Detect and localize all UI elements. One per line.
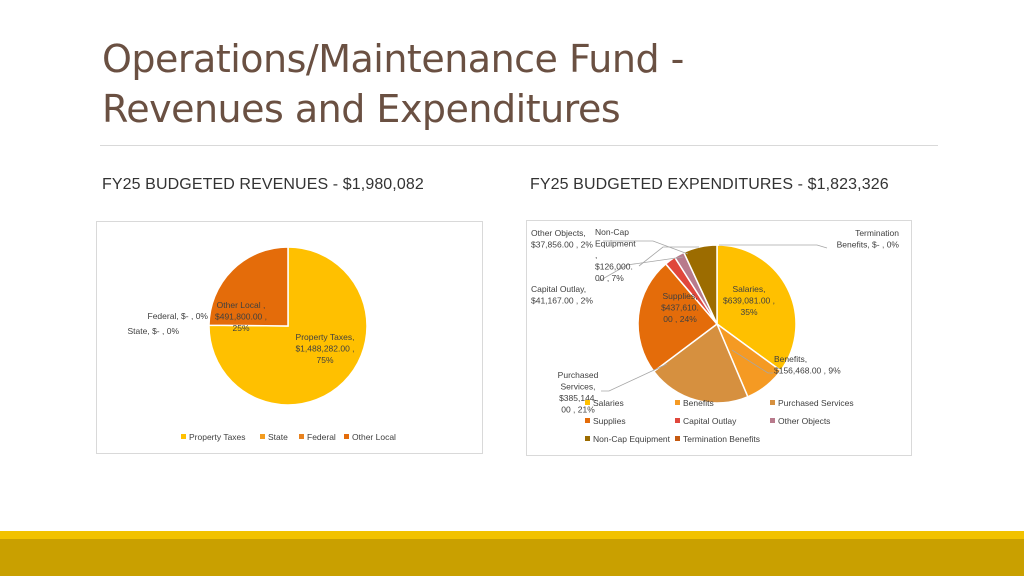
legend-swatch-property-taxes (181, 434, 186, 439)
legend-label-non-cap-equipment: Non-Cap Equipment (593, 434, 671, 444)
legend-swatch-state (260, 434, 265, 439)
pie-slice-purchased-services (652, 322, 749, 404)
legend-label-other-local: Other Local (352, 432, 396, 442)
data-label-other-local: Other Local , $491,800.00 , 25% (215, 300, 267, 333)
legend-label-supplies: Supplies (593, 416, 626, 426)
pie-slice-other-local (208, 246, 289, 327)
pie-slice-salaries (716, 244, 797, 372)
data-label-non-cap-equipment: Non-Cap Equipment, $126,000. 00 , 7% (595, 227, 636, 283)
legend-swatch-non-cap-equipment (585, 436, 590, 441)
legend-swatch-other-local (344, 434, 349, 439)
legend-swatch-other-objects (770, 418, 775, 423)
leader-line-purchased-services (601, 363, 668, 392)
leader-line-termination-benefits (719, 244, 828, 249)
legend-swatch-benefits (675, 400, 680, 405)
revenues-pie-svg: Property Taxes, $1,488,282.00 , 75% State, … (128, 246, 396, 442)
legend-label-salaries: Salaries (593, 398, 624, 408)
data-label-supplies: Supplies, $437,610. 00 , 24% (661, 291, 699, 324)
legend-label-benefits: Benefits (683, 398, 714, 408)
revenues-chart: Property Taxes, $1,488,282.00 , 75% State, … (96, 221, 483, 454)
legend-swatch-purchased-services (770, 400, 775, 405)
data-label-termination-benefits: Termination Benefits, $- , 0% (837, 228, 900, 250)
legend-swatch-salaries (585, 400, 590, 405)
leader-line-benefits (731, 349, 773, 374)
legend-label-capital-outlay: Capital Outlay (683, 416, 737, 426)
legend-label-state: State (268, 432, 288, 442)
expenditures-heading: FY25 BUDGETED EXPENDITURES - $1,823,326 (530, 176, 889, 193)
slide-title-line-2: Revenues and Expenditures (102, 87, 621, 131)
expenditures-chart: Salaries, $639,081.00 , 35% Benefits, $156,4… (526, 220, 912, 456)
data-label-benefits: Benefits, $156,468.00 , 9% (774, 354, 841, 376)
data-label-property-taxes: Property Taxes, $1,488,282.00 , 75% (295, 332, 354, 365)
legend-swatch-termination-benefits (675, 436, 680, 441)
footer-accent-stripe (0, 531, 1024, 539)
expenditures-pie-svg: Salaries, $639,081.00 , 35% Benefits, $156,4… (531, 227, 900, 444)
legend-label-other-objects: Other Objects (778, 416, 830, 426)
pie-slice-supplies (637, 262, 719, 373)
leader-line-other-objects (603, 240, 689, 255)
legend-swatch-federal (299, 434, 304, 439)
legend-swatch-supplies (585, 418, 590, 423)
legend-label-property-taxes: Property Taxes (189, 432, 246, 442)
legend-label-federal: Federal (307, 432, 336, 442)
legend-label-termination-benefits: Termination Benefits (683, 434, 760, 444)
data-label-salaries: Salaries, $639,081.00 , 35% (723, 284, 775, 317)
leader-line-non-cap-equipment (638, 246, 699, 267)
leader-line-capital-outlay (598, 256, 684, 282)
slide-title-line-1: Operations/Maintenance Fund - (102, 37, 684, 81)
title-divider (100, 145, 938, 146)
slide-title: Operations/Maintenance Fund - Revenues a… (102, 34, 942, 134)
data-label-state: State, $- , 0% (128, 326, 180, 336)
data-label-capital-outlay: Capital Outlay, $41,167.00 , 2% (531, 284, 593, 306)
revenues-heading: FY25 BUDGETED REVENUES - $1,980,082 (102, 176, 424, 193)
footer-bar (0, 539, 1024, 576)
legend-label-purchased-services: Purchased Services (778, 398, 854, 408)
legend-swatch-capital-outlay (675, 418, 680, 423)
data-label-federal: Federal, $- , 0% (148, 311, 209, 321)
data-label-purchased-services: Purchased Services, $385,144. 00 , 21% (558, 370, 599, 415)
data-label-other-objects: Other Objects, $37,856.00 , 2% (531, 228, 593, 250)
